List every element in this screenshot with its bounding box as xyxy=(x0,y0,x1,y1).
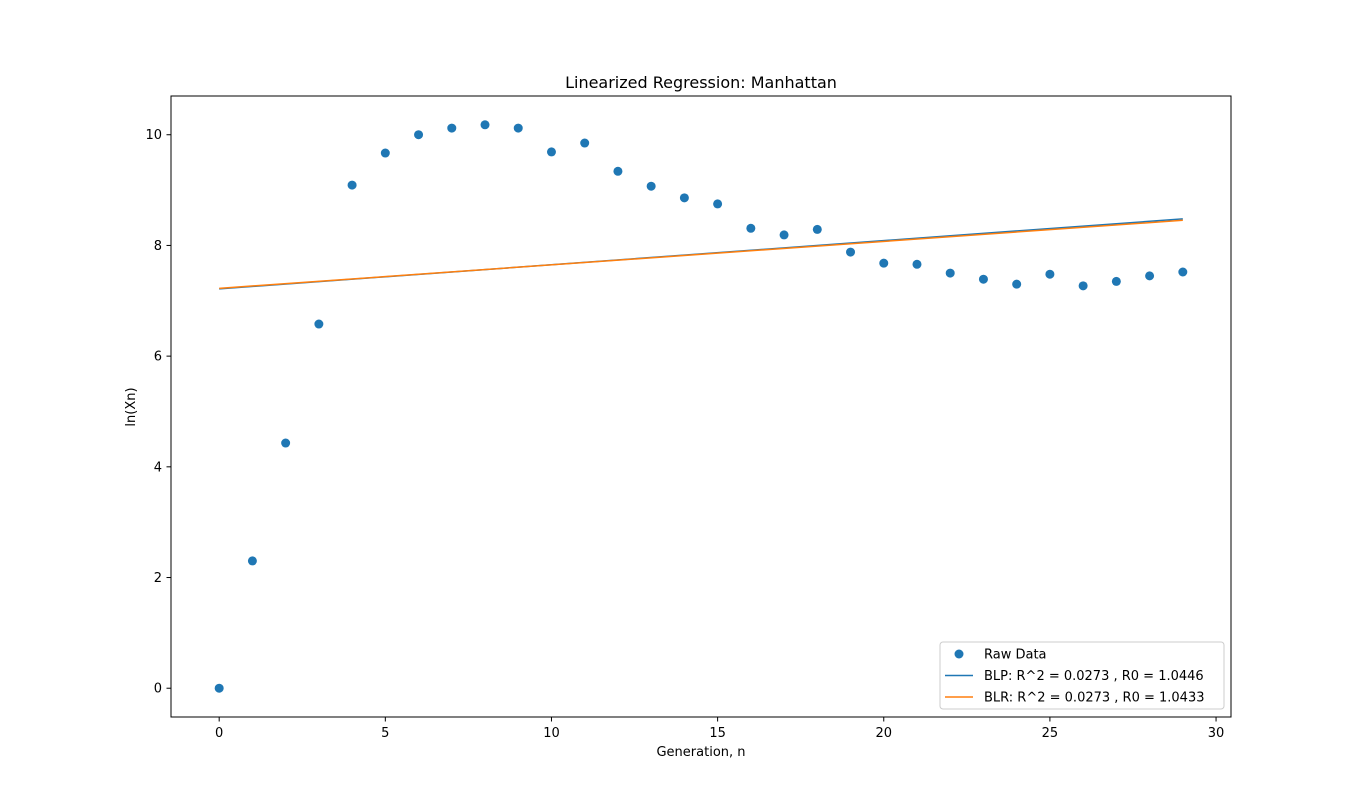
data-point xyxy=(713,199,723,209)
chart-title: Linearized Regression: Manhattan xyxy=(565,73,837,92)
data-point xyxy=(978,274,988,284)
data-point xyxy=(1178,267,1188,277)
data-point xyxy=(746,223,756,233)
x-tick-label: 0 xyxy=(215,726,223,741)
data-point xyxy=(613,166,623,176)
y-tick-label: 0 xyxy=(154,682,162,697)
x-tick-label: 30 xyxy=(1208,726,1225,741)
y-tick-label: 8 xyxy=(154,239,162,254)
data-point xyxy=(1078,281,1088,291)
data-point xyxy=(380,148,390,158)
data-point xyxy=(347,180,357,190)
y-axis-label: ln(Xn) xyxy=(124,387,139,426)
plot-content xyxy=(214,120,1188,693)
data-point xyxy=(447,123,457,133)
legend-label: Raw Data xyxy=(984,648,1047,663)
data-point xyxy=(1145,271,1155,281)
legend-label: BLP: R^2 = 0.0273 , R0 = 1.0446 xyxy=(984,669,1204,684)
legend-box xyxy=(939,641,1225,710)
data-point xyxy=(879,258,889,268)
y-tick-label: 6 xyxy=(154,350,162,365)
data-point xyxy=(580,138,590,148)
x-tick-label: 15 xyxy=(709,726,726,741)
legend-marker xyxy=(954,649,964,659)
x-tick-label: 5 xyxy=(381,726,389,741)
data-point xyxy=(945,268,955,278)
x-tick-label: 25 xyxy=(1042,726,1059,741)
data-point xyxy=(247,556,257,566)
data-point xyxy=(1012,279,1022,289)
data-point xyxy=(214,683,224,693)
series-line-2 xyxy=(219,219,1183,290)
data-point xyxy=(1045,269,1055,279)
data-point xyxy=(314,319,324,329)
x-tick-label: 10 xyxy=(543,726,560,741)
x-tick-label: 20 xyxy=(875,726,892,741)
axes: 0 5 10 15 20 25 30 0 2 4 6 8 10 xyxy=(145,95,1232,741)
data-point xyxy=(812,224,822,234)
plot-area xyxy=(214,120,1188,693)
data-point xyxy=(546,147,556,157)
data-point xyxy=(679,193,689,203)
data-point xyxy=(414,130,424,140)
data-point xyxy=(480,120,490,130)
y-tick-label: 2 xyxy=(154,571,162,586)
legend: Raw Data BLP: R^2 = 0.0273 , R0 = 1.0446 B… xyxy=(939,641,1225,710)
data-point xyxy=(646,181,656,191)
data-point xyxy=(281,438,291,448)
data-point xyxy=(513,123,523,133)
axes-frame xyxy=(170,95,1232,718)
y-tick-label: 10 xyxy=(145,128,162,143)
data-point xyxy=(846,247,856,257)
y-tick-label: 4 xyxy=(154,460,162,475)
data-point xyxy=(779,230,789,240)
x-axis-label: Generation, n xyxy=(656,745,745,760)
data-point xyxy=(1111,276,1121,286)
data-point xyxy=(912,259,922,269)
legend-label: BLR: R^2 = 0.0273 , R0 = 1.0433 xyxy=(984,691,1205,706)
